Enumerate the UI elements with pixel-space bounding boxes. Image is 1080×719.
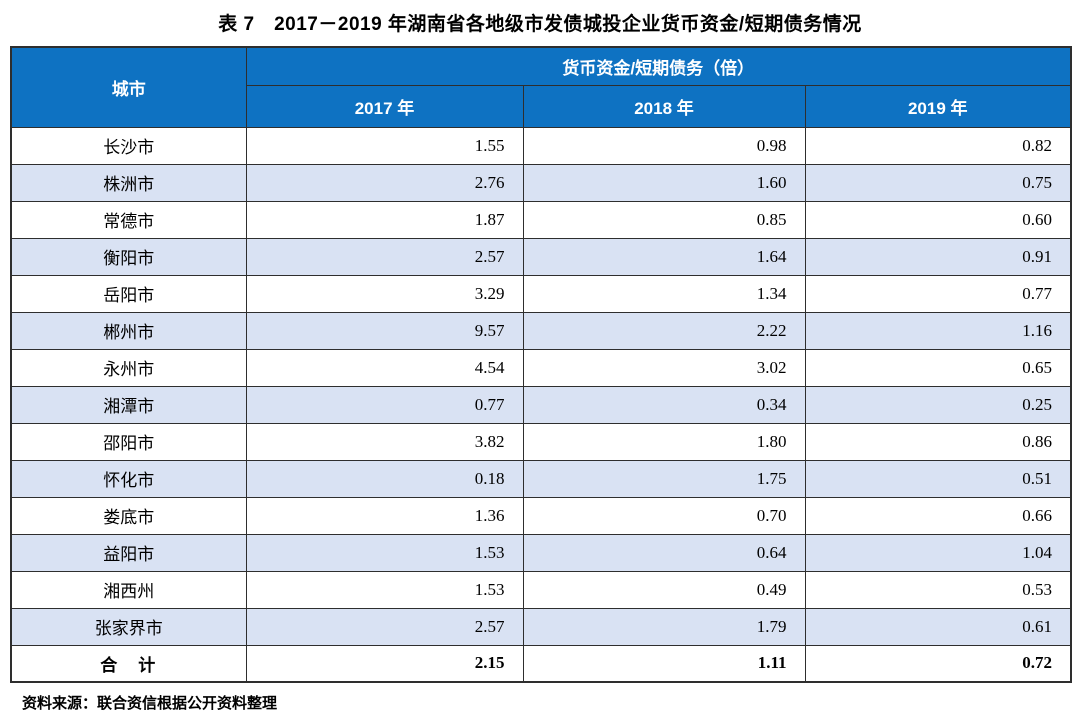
value-cell-2018: 2.22: [522, 311, 806, 350]
value-cell-2017: 9.57: [245, 311, 524, 350]
value-cell-2018: 0.70: [522, 496, 806, 535]
city-cell: 怀化市: [10, 459, 247, 498]
header-row-group: 城市 货币资金/短期债务（倍）: [10, 46, 1072, 128]
value-cell-2019: 0.75: [804, 163, 1072, 202]
value-cell-2017: 4.54: [245, 348, 524, 387]
value-cell-2018: 1.79: [522, 607, 806, 646]
table-row: 湘潭市 0.77 0.34 0.25: [10, 385, 1072, 424]
total-row: 合 计 2.15 1.11 0.72: [10, 644, 1072, 683]
value-cell-2019: 0.86: [804, 422, 1072, 461]
city-cell: 衡阳市: [10, 237, 247, 276]
city-cell: 湘潭市: [10, 385, 247, 424]
value-cell-2019: 0.51: [804, 459, 1072, 498]
value-cell-2018: 1.80: [522, 422, 806, 461]
table-row: 长沙市 1.55 0.98 0.82: [10, 126, 1072, 165]
table-row: 永州市 4.54 3.02 0.65: [10, 348, 1072, 387]
total-value-cell-2018: 1.11: [522, 644, 806, 683]
table-row: 常德市 1.87 0.85 0.60: [10, 200, 1072, 239]
value-cell-2017: 0.77: [245, 385, 524, 424]
group-column-header: 货币资金/短期债务（倍）: [245, 46, 1072, 86]
city-cell: 娄底市: [10, 496, 247, 535]
table-row: 益阳市 1.53 0.64 1.04: [10, 533, 1072, 572]
header-row-years: 2017 年 2018 年 2019 年: [11, 84, 1072, 128]
table-row: 株洲市 2.76 1.60 0.75: [10, 163, 1072, 202]
city-cell: 郴州市: [10, 311, 247, 350]
table-header: 城市 货币资金/短期债务（倍） 2017 年 2018 年 2019 年: [10, 46, 1072, 128]
value-cell-2018: 1.60: [522, 163, 806, 202]
table-row: 湘西州 1.53 0.49 0.53: [10, 570, 1072, 609]
table-title: 表 7 2017－2019 年湖南省各地级市发债城投企业货币资金/短期债务情况: [218, 14, 862, 35]
table-body: 长沙市 1.55 0.98 0.82 株洲市 2.76 1.60 0.75 常德…: [10, 126, 1072, 683]
table-row: 郴州市 9.57 2.22 1.16: [10, 311, 1072, 350]
value-cell-2018: 0.49: [522, 570, 806, 609]
year-header-2018: 2018 年: [522, 84, 806, 128]
value-cell-2017: 2.57: [245, 607, 524, 646]
value-cell-2018: 1.75: [522, 459, 806, 498]
city-cell: 长沙市: [10, 126, 247, 165]
source-note: 资料来源：联合资信根据公开资料整理: [22, 696, 278, 712]
value-cell-2017: 1.55: [245, 126, 524, 165]
table-row: 怀化市 0.18 1.75 0.51: [10, 459, 1072, 498]
value-cell-2019: 0.91: [804, 237, 1072, 276]
value-cell-2017: 0.18: [245, 459, 524, 498]
year-header-2019: 2019 年: [804, 84, 1072, 128]
table-row: 衡阳市 2.57 1.64 0.91: [10, 237, 1072, 276]
value-cell-2019: 0.65: [804, 348, 1072, 387]
city-cell: 常德市: [10, 200, 247, 239]
value-cell-2017: 1.53: [245, 533, 524, 572]
value-cell-2018: 0.98: [522, 126, 806, 165]
value-cell-2017: 2.76: [245, 163, 524, 202]
city-cell: 株洲市: [10, 163, 247, 202]
value-cell-2019: 0.66: [804, 496, 1072, 535]
table-row: 张家界市 2.57 1.79 0.61: [10, 607, 1072, 646]
value-cell-2019: 1.16: [804, 311, 1072, 350]
value-cell-2017: 3.82: [245, 422, 524, 461]
value-cell-2018: 0.34: [522, 385, 806, 424]
value-cell-2019: 0.61: [804, 607, 1072, 646]
city-cell: 邵阳市: [10, 422, 247, 461]
total-value-cell-2017: 2.15: [245, 644, 524, 683]
city-cell: 张家界市: [10, 607, 247, 646]
year-header-2017: 2017 年: [245, 84, 524, 128]
table-row: 岳阳市 3.29 1.34 0.77: [10, 274, 1072, 313]
value-cell-2018: 0.85: [522, 200, 806, 239]
value-cell-2019: 0.77: [804, 274, 1072, 313]
city-cell: 岳阳市: [10, 274, 247, 313]
monetary-funds-short-term-debt-table: 城市 货币资金/短期债务（倍） 2017 年 2018 年 2019 年 长沙市…: [10, 46, 1072, 683]
value-cell-2019: 0.82: [804, 126, 1072, 165]
table-row: 邵阳市 3.82 1.80 0.86: [10, 422, 1072, 461]
value-cell-2019: 1.04: [804, 533, 1072, 572]
value-cell-2017: 2.57: [245, 237, 524, 276]
value-cell-2018: 1.34: [522, 274, 806, 313]
total-label-cell: 合 计: [10, 644, 247, 683]
city-cell: 永州市: [10, 348, 247, 387]
value-cell-2019: 0.25: [804, 385, 1072, 424]
value-cell-2018: 0.64: [522, 533, 806, 572]
value-cell-2017: 1.53: [245, 570, 524, 609]
value-cell-2019: 0.60: [804, 200, 1072, 239]
city-cell: 益阳市: [10, 533, 247, 572]
value-cell-2018: 1.64: [522, 237, 806, 276]
city-column-header: 城市: [10, 46, 247, 128]
value-cell-2018: 3.02: [522, 348, 806, 387]
city-cell: 湘西州: [10, 570, 247, 609]
value-cell-2017: 1.36: [245, 496, 524, 535]
value-cell-2017: 3.29: [245, 274, 524, 313]
value-cell-2019: 0.53: [804, 570, 1072, 609]
total-value-cell-2019: 0.72: [804, 644, 1072, 683]
value-cell-2017: 1.87: [245, 200, 524, 239]
table-row: 娄底市 1.36 0.70 0.66: [10, 496, 1072, 535]
